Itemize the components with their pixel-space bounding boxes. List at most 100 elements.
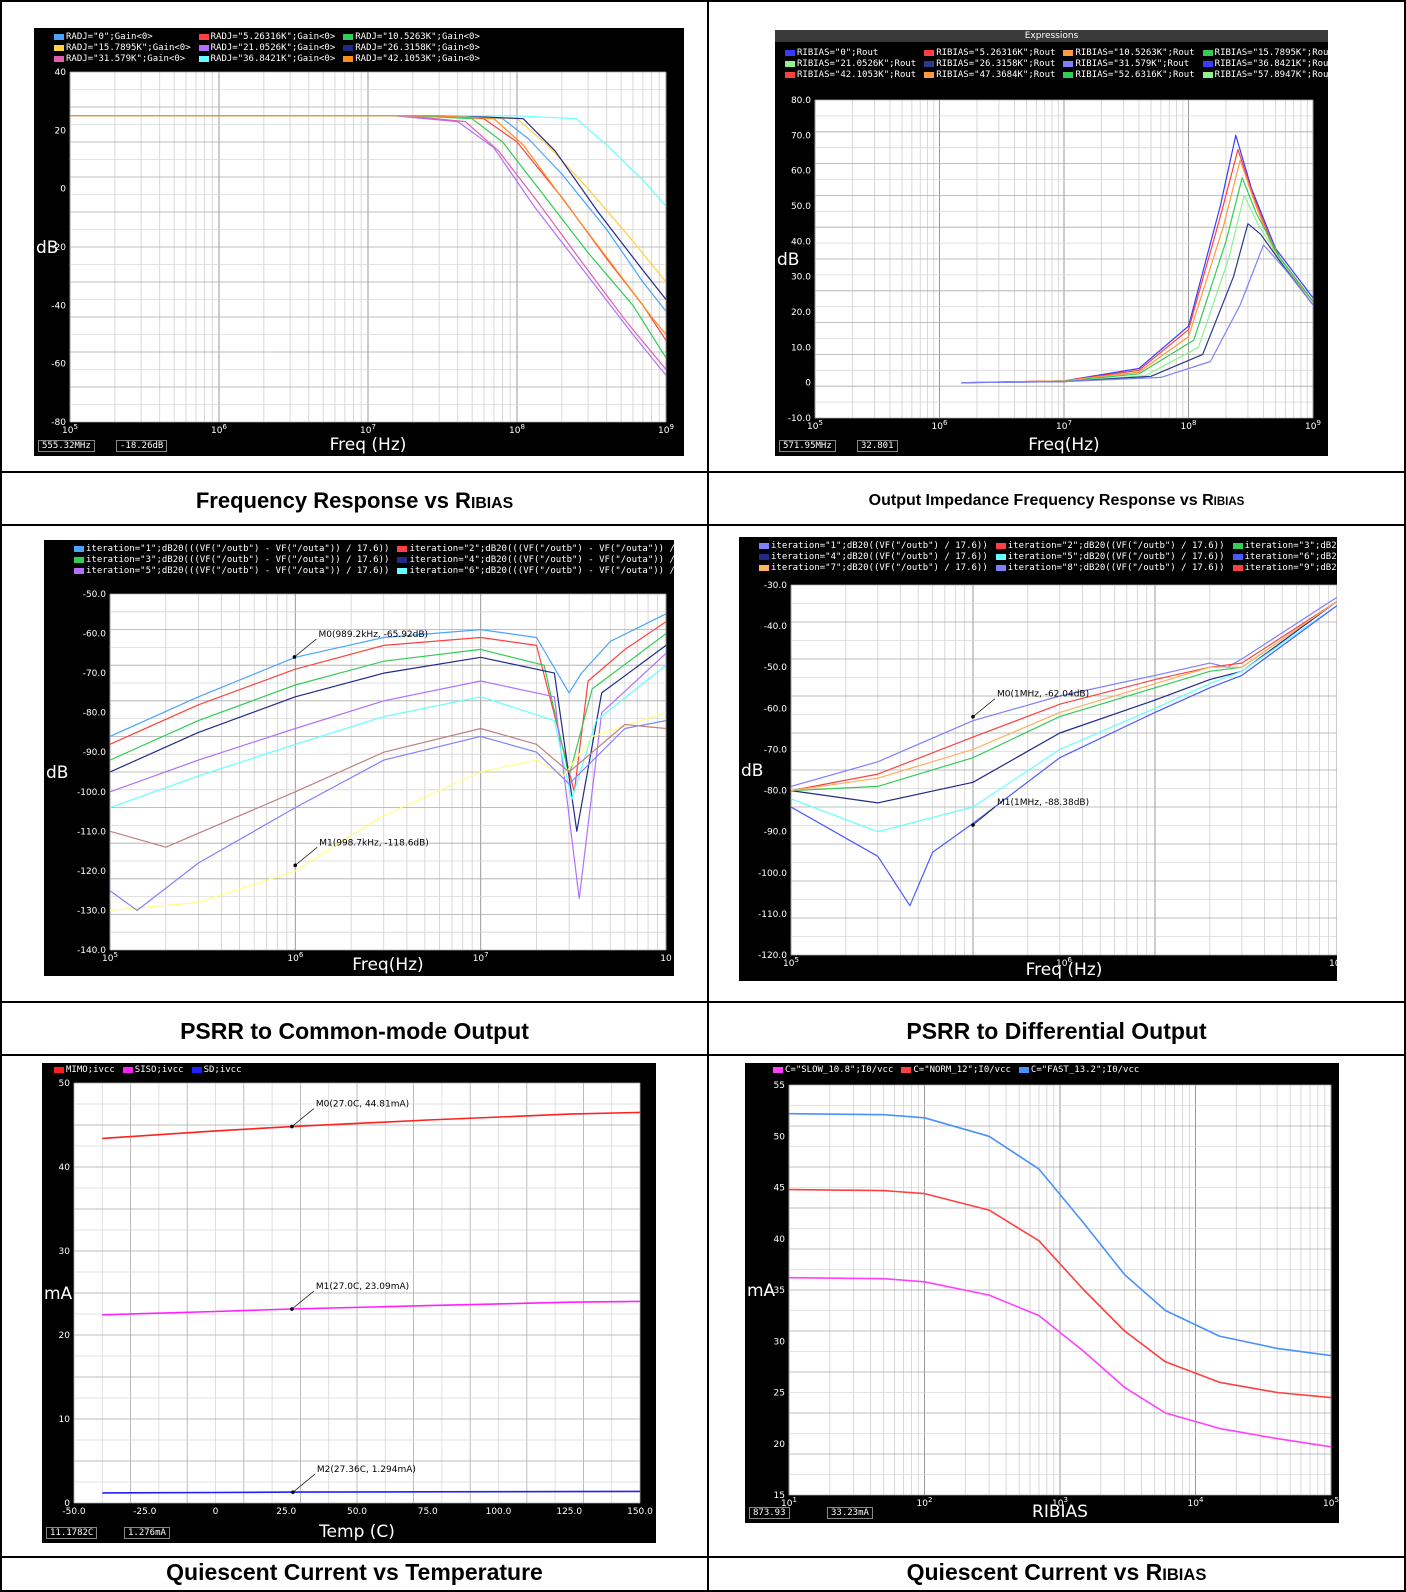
y-tick-label: 20 [55,126,67,136]
legend-entry[interactable]: RADJ="5.26316K";Gain<0> [198,32,336,43]
legend-label: RIBIAS="21.0526K";Rout [797,59,917,69]
marker-leader [294,847,318,866]
legend-entry[interactable]: C="NORM_12";I0/vcc [901,1065,1011,1076]
x-tick-label: 50.0 [347,1507,367,1517]
legend-entry[interactable]: RIBIAS="36.8421K";Rout [1202,59,1328,70]
legend-entry[interactable]: iteration="1";dB20(((VF("/outb") - VF("/… [74,544,389,555]
chart-svg: -120.0 -110.0 -100.0 -90.0 -80.0 -70.0 -60.0 -5… [741,581,1337,980]
legend-entry[interactable]: iteration="7";dB20((VF("/outb") / 17.6)) [759,563,988,574]
series-line-2 [110,621,666,793]
legend-entry[interactable]: iteration="2";dB20((VF("/outb") / 17.6)) [995,541,1225,552]
legend-label: C="NORM_12";I0/vcc [913,1065,1011,1075]
legend-swatch [1232,553,1243,560]
series-line-5 [110,652,666,900]
legend-entry[interactable]: RADJ="10.5263K";Gain<0> [343,32,480,43]
legend-entry[interactable]: RIBIAS="10.5263K";Rout [1063,48,1195,59]
marker-label: M2(27.36C, 1.294mA) [317,1465,416,1475]
legend-entry[interactable]: RADJ="21.0526K";Gain<0> [198,43,336,54]
legend-entry[interactable]: RIBIAS="31.579K";Rout [1063,59,1194,70]
legend-entry[interactable]: RIBIAS="21.0526K";Rout [785,59,916,70]
legend-label: RADJ="21.0526K";Gain<0> [210,43,336,53]
legend-entry[interactable]: RIBIAS="42.1053K";Rout [785,70,916,81]
x-axis-label: Freq(Hz) [352,955,423,975]
marker-point [971,714,975,719]
x-tick-label: 104 [1188,1496,1204,1509]
y-tick-label: -110.0 [758,910,787,920]
legend-label: RIBIAS="36.8421K";Rout [1214,59,1328,69]
marker-leader [292,1473,316,1493]
legend-swatch [1063,71,1074,78]
x-tick-label: 106 [287,951,303,964]
legend-entry[interactable]: iteration="8";dB20((VF("/outb") / 17.6)) [995,563,1225,574]
legend-entry[interactable]: SD;ivcc [191,1065,242,1076]
legend-entry[interactable]: iteration="4";dB20((VF("/outb") / 17.6)) [759,552,988,563]
legend-entry[interactable]: RIBIAS="26.3158K";Rout [924,59,1055,70]
series-line-1 [110,613,666,737]
legend-entry[interactable]: iteration="9";dB20((VF("/outb") / 17.6)) [1232,563,1337,574]
chart-svg: -10.0 0 10.0 20.0 30.0 40.0 50.0 60.0 70.0 80.0 10… [777,96,1321,455]
x-tick-label: 10 [660,954,672,964]
legend-entry[interactable]: iteration="1";dB20((VF("/outb") / 17.6)) [759,541,988,552]
legend-label: iteration="1";dB20(((VF("/outb") - VF("/… [86,544,390,554]
x-tick-label: 125.0 [556,1507,582,1517]
legend-swatch [54,1066,64,1073]
y-tick-label: 0 [64,1499,70,1509]
x-axis-label: Freq (Hz) [330,435,407,455]
x-tick-label: 107 [1056,419,1072,432]
legend-swatch [995,564,1006,571]
legend-entry[interactable]: MIMO;ivcc [54,1065,115,1076]
y-tick-label: -60.0 [83,630,107,640]
series-group: M0(1MHz, -62.04dB) M1(1MHz, -88.38dB) [791,596,1337,907]
legend-entry[interactable]: RADJ="42.1053K";Gain<0> [343,54,480,65]
y-tick-label: 40 [774,1235,786,1245]
legend-label: RADJ="5.26316K";Gain<0> [210,32,336,42]
legend-entry[interactable]: iteration="3";dB20(((VF("/outb") - VF("/… [74,555,389,566]
legend-swatch [191,1066,202,1073]
legend-entry[interactable]: RIBIAS="5.26316K";Rout [924,48,1055,59]
legend-label: RADJ="36.8421K";Gain<0> [210,54,336,64]
legend-entry[interactable]: RIBIAS="57.8947K";Rout [1202,70,1328,81]
legend-entry[interactable]: RADJ="36.8421K";Gain<0> [198,54,336,65]
legend-label: RADJ="42.1053K";Gain<0> [355,54,480,64]
legend-entry[interactable]: RIBIAS="15.7895K";Rout [1202,48,1328,59]
legend-entry[interactable]: RIBIAS="47.3684K";Rout [924,70,1055,81]
legend-swatch [74,567,84,574]
legend-entry[interactable]: iteration="4";dB20(((VF("/outb") - VF("/… [397,555,674,566]
legend-entry[interactable]: C="FAST_13.2";I0/vcc [1018,1065,1139,1076]
legend-entry[interactable]: RIBIAS="52.6316K";Rout [1063,70,1195,81]
legend-entry[interactable]: iteration="6";dB20(((VF("/outb") - VF("/… [397,566,674,577]
legend-label: RIBIAS="52.6316K";Rout [1075,70,1195,80]
legend-swatch [397,567,408,574]
legend-entry[interactable]: iteration="5";dB20((VF("/outb") / 17.6)) [995,552,1225,563]
y-tick-label: -30.0 [764,581,788,591]
chart-iq-temp: MIMO;ivcc SISO;ivcc SD;ivcc 0 10 20 30 40 50 -50.… [42,1063,656,1543]
legend-entry[interactable]: RADJ="26.3158K";Gain<0> [343,43,480,54]
chart-psrr-diff: iteration="1";dB20((VF("/outb") / 17.6))… [739,537,1337,981]
chart-svg: -140.0 -130.0 -120.0 -110.0 -100.0 -90.0 -80.0… [46,590,672,975]
legend-entry[interactable]: SISO;ivcc [122,1065,184,1076]
legend-entry[interactable]: RIBIAS="0";Rout [785,48,916,59]
legend-entry[interactable]: RADJ="31.579K";Gain<0> [54,54,191,65]
legend-swatch [924,60,935,67]
legend-entry[interactable]: iteration="3";dB20((VF("/outb") / 17.6)) [1232,541,1337,552]
legend-entry[interactable]: RADJ="0";Gain<0> [54,32,191,43]
cursor-readout: 1.276mA [124,1527,170,1539]
legend-entry[interactable]: C="SLOW_10.8";I0/vcc [773,1065,893,1076]
y-tick-label: 30 [59,1247,71,1257]
legend-entry[interactable]: RADJ="15.7895K";Gain<0> [54,43,191,54]
legend-entry[interactable]: iteration="6";dB20((VF("/outb") / 17.6)) [1232,552,1337,563]
y-tick-label: -90.0 [83,748,107,758]
series-line-2 [102,1300,640,1316]
cursor-readout: -18.26dB [116,440,168,452]
legend-label: iteration="6";dB20(((VF("/outb") - VF("/… [409,566,674,576]
legend-swatch [759,564,769,571]
legend-entry[interactable]: iteration="5";dB20(((VF("/outb") - VF("/… [74,566,389,577]
border-bottom [0,1590,1406,1592]
legend-swatch [901,1066,912,1073]
chart-legend: iteration="1";dB20(((VF("/outb") - VF("/… [74,544,674,577]
series-group [789,1112,1331,1448]
legend-entry[interactable]: iteration="2";dB20(((VF("/outb") - VF("/… [397,544,674,555]
legend-swatch [1202,49,1213,56]
series-line-1 [102,1111,640,1140]
y-tick-label: -100.0 [77,788,106,798]
